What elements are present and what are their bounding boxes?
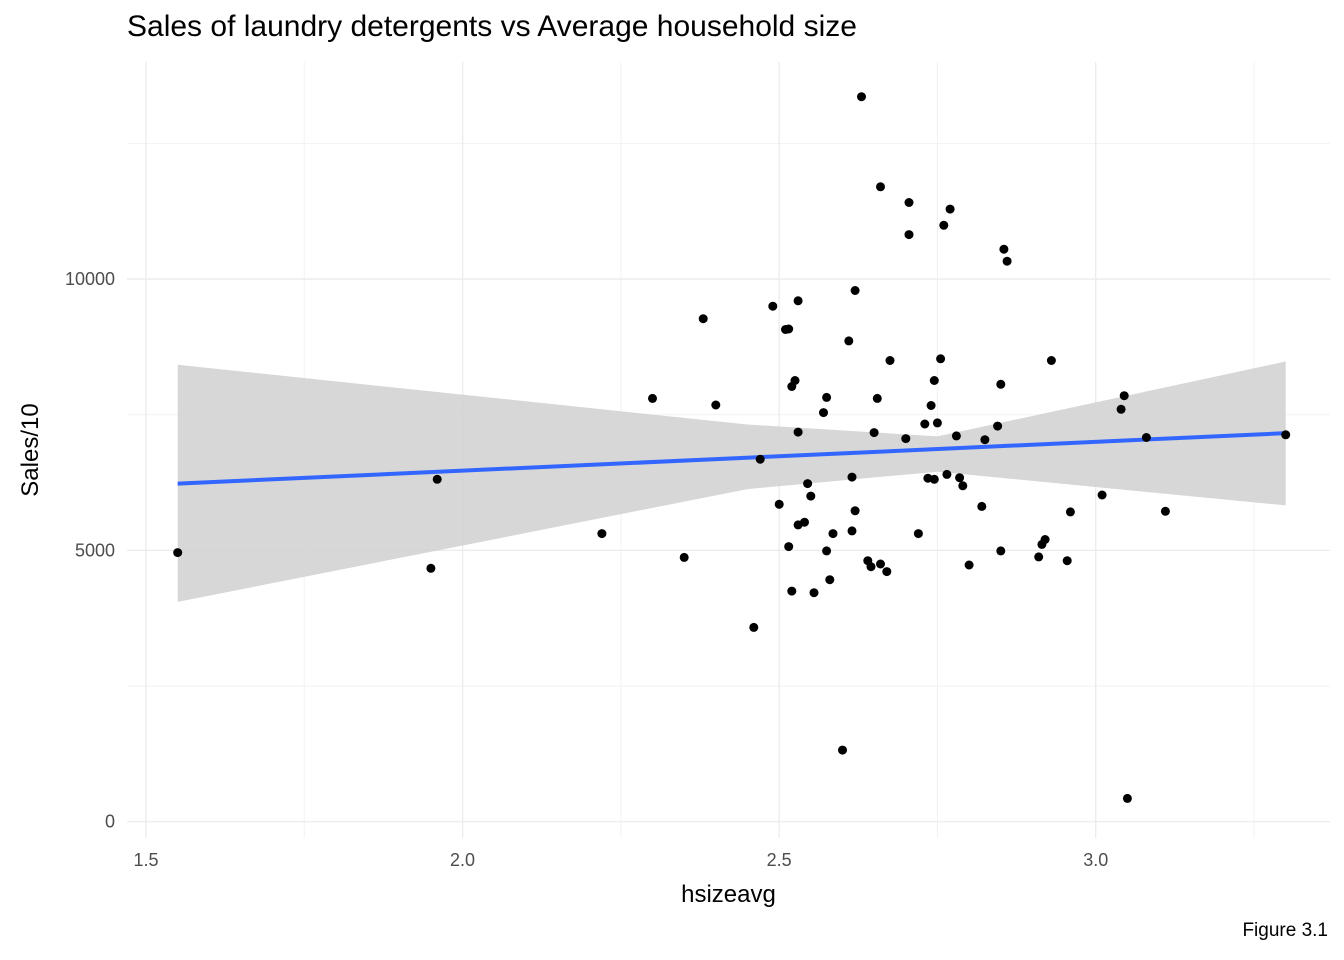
data-point (806, 491, 816, 501)
y-axis-title: Sales/10 (17, 403, 44, 496)
data-point (929, 376, 939, 385)
data-point (825, 575, 835, 585)
data-point (872, 393, 882, 403)
data-point (809, 588, 819, 598)
data-point (939, 220, 949, 230)
data-point (828, 529, 838, 539)
data-point (698, 314, 708, 324)
data-point (932, 418, 942, 428)
data-point (980, 435, 990, 445)
confidence-band (177, 361, 1286, 602)
data-point (432, 474, 442, 484)
x-tick-label: 2.5 (767, 850, 792, 870)
data-point (958, 481, 968, 491)
y-tick-label: 5000 (75, 540, 115, 560)
data-point (936, 354, 946, 364)
data-point (679, 552, 689, 562)
data-point (901, 434, 911, 444)
data-point (774, 499, 784, 509)
data-point (1119, 391, 1129, 401)
data-point (793, 427, 803, 437)
data-point (749, 622, 759, 632)
data-point (885, 356, 895, 365)
y-tick-label: 0 (105, 812, 115, 832)
data-point (920, 419, 930, 429)
data-point (648, 393, 657, 403)
data-point (857, 92, 866, 102)
data-point (822, 392, 832, 402)
y-tick-label: 10000 (65, 269, 115, 289)
data-point (869, 428, 879, 438)
data-point (1122, 793, 1132, 803)
data-point (1046, 356, 1056, 365)
figure-caption: Figure 3.1 (1242, 920, 1328, 941)
data-point (822, 546, 832, 556)
data-point (926, 401, 936, 410)
data-point (847, 526, 857, 536)
data-point (1116, 404, 1126, 414)
data-point (882, 567, 892, 577)
data-point (866, 562, 876, 572)
data-point (597, 529, 607, 539)
data-point (996, 546, 1006, 556)
data-point (996, 379, 1006, 389)
data-point (1160, 506, 1170, 516)
x-axis-title: hsizeavg (681, 881, 776, 908)
data-point (850, 506, 860, 516)
data-point (1065, 507, 1075, 517)
data-points (173, 92, 1291, 803)
data-point (768, 301, 778, 311)
data-point (173, 548, 183, 558)
data-point (426, 563, 436, 573)
data-point (800, 517, 809, 527)
data-point (850, 286, 860, 295)
data-point (955, 473, 965, 483)
chart-title: Sales of laundry detergents vs Average h… (127, 10, 857, 43)
x-tick-label: 3.0 (1083, 850, 1108, 870)
data-point (913, 529, 923, 539)
data-point (942, 469, 952, 479)
data-point (793, 296, 803, 306)
data-point (1040, 535, 1050, 544)
data-point (993, 421, 1003, 431)
data-point (999, 244, 1009, 254)
data-point (945, 204, 955, 214)
data-point (904, 198, 914, 207)
data-point (1002, 256, 1012, 266)
data-point (977, 501, 987, 511)
y-axis-tick-labels: 0 5000 10000 (65, 269, 115, 832)
x-tick-label: 1.5 (133, 850, 158, 870)
data-point (876, 559, 885, 569)
data-point (951, 431, 961, 441)
data-point (838, 745, 847, 755)
data-point (790, 376, 800, 385)
data-point (784, 542, 794, 552)
data-point (929, 474, 939, 484)
data-point (803, 479, 813, 489)
data-point (711, 400, 721, 410)
data-point (1034, 552, 1044, 562)
data-point (1281, 430, 1291, 440)
regression-line (177, 431, 1286, 486)
data-point (1141, 433, 1151, 442)
data-point (964, 560, 974, 570)
data-point (755, 454, 765, 464)
data-point (1097, 490, 1107, 500)
data-point (1062, 556, 1072, 566)
x-axis-tick-labels: 1.5 2.0 2.5 3.0 (133, 850, 1108, 870)
data-point (819, 408, 828, 418)
data-point (904, 230, 914, 240)
data-point (847, 472, 857, 482)
data-point (844, 336, 854, 346)
data-point (876, 182, 885, 192)
data-point (784, 324, 794, 334)
data-point (787, 586, 797, 596)
x-tick-label: 2.0 (450, 850, 475, 870)
